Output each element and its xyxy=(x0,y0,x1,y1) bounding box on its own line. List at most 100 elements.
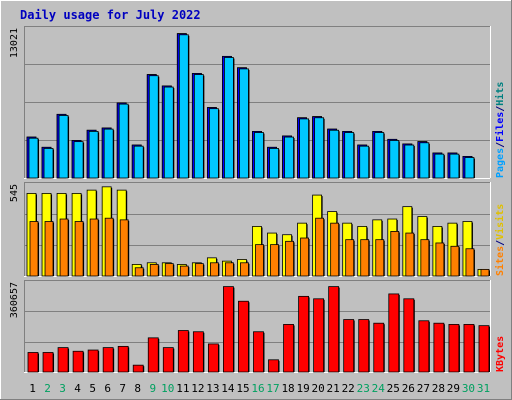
bar-sites-28 xyxy=(435,242,445,277)
bar-pages-26 xyxy=(404,144,415,179)
bar-pages-15 xyxy=(239,68,249,179)
bar-kbytes-20 xyxy=(313,298,325,373)
bar-kbytes-9 xyxy=(147,337,159,373)
bar-kbytes-26 xyxy=(403,298,415,373)
bar-pages-8 xyxy=(133,145,144,179)
bar-pages-3 xyxy=(58,115,69,179)
bar-sites-1 xyxy=(29,221,39,277)
bar-sites-15 xyxy=(240,262,249,277)
bar-sites-12 xyxy=(194,263,204,277)
panel-bottom-max-label: 360657 xyxy=(9,282,20,318)
x-tick-label: 30 xyxy=(462,382,475,395)
x-tick-label: 10 xyxy=(161,382,174,395)
bar-kbytes-5 xyxy=(87,349,99,373)
bar-kbytes-13 xyxy=(207,343,219,373)
bar-sites-17 xyxy=(270,244,279,277)
bar-kbytes-4 xyxy=(72,350,84,373)
bar-kbytes-7 xyxy=(117,345,129,373)
bar-sites-23 xyxy=(360,239,370,277)
x-tick-label: 23 xyxy=(357,382,370,395)
bar-kbytes-8 xyxy=(132,364,144,373)
x-tick-label: 7 xyxy=(119,382,126,395)
bar-pages-29 xyxy=(449,153,460,179)
bar-pages-24 xyxy=(374,132,385,179)
bar-pages-18 xyxy=(284,136,294,179)
bar-sites-14 xyxy=(225,262,234,277)
bar-sites-4 xyxy=(74,221,84,277)
bar-kbytes-31 xyxy=(478,325,490,373)
bar-sites-22 xyxy=(345,239,355,277)
bar-sites-30 xyxy=(465,248,475,277)
bar-pages-7 xyxy=(118,103,129,179)
bar-pages-21 xyxy=(329,129,340,179)
x-tick-label: 19 xyxy=(296,382,309,395)
bar-pages-2 xyxy=(43,148,54,179)
bar-kbytes-30 xyxy=(463,324,475,373)
bar-kbytes-11 xyxy=(177,330,189,373)
x-tick-label: 21 xyxy=(327,382,340,395)
bar-kbytes-24 xyxy=(373,322,385,373)
bar-kbytes-1 xyxy=(27,352,39,373)
bar-sites-25 xyxy=(390,231,400,277)
bar-kbytes-10 xyxy=(162,347,174,373)
x-tick-label: 3 xyxy=(59,382,66,395)
panel-bottom-legend: KBytes xyxy=(495,336,506,372)
bar-sites-29 xyxy=(450,245,460,277)
bar-sites-5 xyxy=(89,218,99,277)
x-tick-label: 12 xyxy=(191,382,204,395)
bar-kbytes-25 xyxy=(388,293,400,373)
x-tick-label: 20 xyxy=(312,382,325,395)
bar-pages-25 xyxy=(389,140,400,179)
bar-kbytes-29 xyxy=(448,324,460,373)
bar-sites-19 xyxy=(300,237,309,277)
bar-sites-16 xyxy=(255,244,264,277)
x-tick-label: 6 xyxy=(104,382,111,395)
x-tick-label: 18 xyxy=(281,382,294,395)
bar-pages-22 xyxy=(344,132,355,179)
bar-pages-6 xyxy=(103,128,114,179)
bar-pages-28 xyxy=(434,153,445,179)
x-tick-label: 1 xyxy=(29,382,36,395)
bar-pages-14 xyxy=(224,57,234,179)
bar-kbytes-28 xyxy=(433,322,445,373)
x-tick-label: 22 xyxy=(342,382,355,395)
x-tick-label: 2 xyxy=(44,382,51,395)
x-tick-label: 29 xyxy=(447,382,460,395)
x-tick-label: 17 xyxy=(266,382,279,395)
bar-kbytes-6 xyxy=(102,347,114,373)
legend-entry: Files xyxy=(494,112,506,142)
bar-pages-5 xyxy=(88,130,99,179)
bar-sites-3 xyxy=(59,218,69,277)
legend-entry: Sites xyxy=(494,246,506,276)
bar-sites-31 xyxy=(480,268,490,277)
bar-sites-20 xyxy=(315,217,325,277)
bar-pages-27 xyxy=(419,142,430,179)
bar-pages-12 xyxy=(193,74,204,179)
bar-sites-18 xyxy=(285,240,294,277)
bar-sites-9 xyxy=(149,264,159,277)
bar-pages-9 xyxy=(148,75,159,179)
bar-kbytes-22 xyxy=(343,319,355,373)
legend-entry: Visits xyxy=(494,204,506,240)
x-tick-label: 26 xyxy=(402,382,415,395)
panel-middle-max-label: 545 xyxy=(9,184,20,202)
x-tick-label: 11 xyxy=(176,382,189,395)
legend-entry: / xyxy=(495,106,506,112)
legend-entry: / xyxy=(495,142,506,148)
bar-kbytes-12 xyxy=(192,331,204,373)
bar-kbytes-2 xyxy=(42,352,54,373)
bar-sites-2 xyxy=(44,221,54,277)
bar-kbytes-14 xyxy=(223,286,234,373)
x-tick-label: 5 xyxy=(89,382,96,395)
bar-pages-17 xyxy=(269,148,279,179)
x-tick-label: 9 xyxy=(149,382,156,395)
x-tick-label: 31 xyxy=(477,382,490,395)
bar-pages-4 xyxy=(73,141,84,179)
bar-sites-24 xyxy=(375,239,385,277)
x-tick-label: 24 xyxy=(372,382,386,395)
x-tick-label: 25 xyxy=(387,382,400,395)
bar-sites-21 xyxy=(330,222,340,277)
